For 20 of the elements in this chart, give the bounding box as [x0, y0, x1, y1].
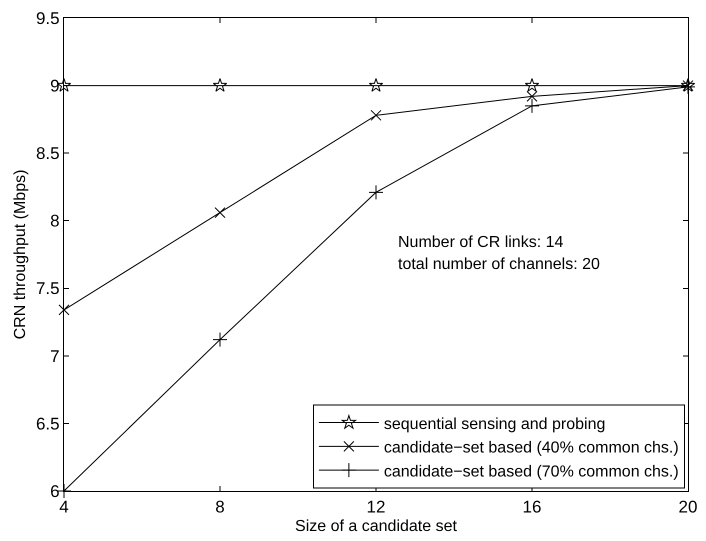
- y-tick-label: 7.5: [36, 279, 60, 298]
- x-tick-label: 20: [678, 497, 698, 516]
- legend-label: candidate−set based (70% common chs.): [384, 463, 679, 480]
- x-tick-label: 8: [215, 497, 225, 516]
- y-tick-label: 8.5: [36, 144, 60, 164]
- legend-label: sequential sensing and probing: [384, 416, 606, 433]
- x-axis-title: Size of a candidate set: [295, 518, 458, 536]
- y-tick-label: 9: [50, 76, 60, 96]
- annotation: total number of channels: 20: [398, 256, 600, 273]
- legend-label: candidate−set based (40% common chs.): [384, 440, 679, 457]
- y-tick-label: 6: [50, 482, 60, 501]
- x-tick-label: 16: [522, 497, 542, 516]
- y-axis-title: CRN throughput (Mbps): [12, 170, 29, 340]
- x-tick-label: 4: [59, 497, 69, 516]
- y-tick-label: 7: [50, 346, 60, 366]
- annotation: Number of CR links: 14: [398, 234, 564, 251]
- y-tick-label: 9.5: [36, 8, 60, 28]
- x-tick-label: 12: [366, 497, 386, 516]
- y-tick-label: 6.5: [36, 414, 60, 434]
- y-tick-label: 8: [50, 212, 60, 231]
